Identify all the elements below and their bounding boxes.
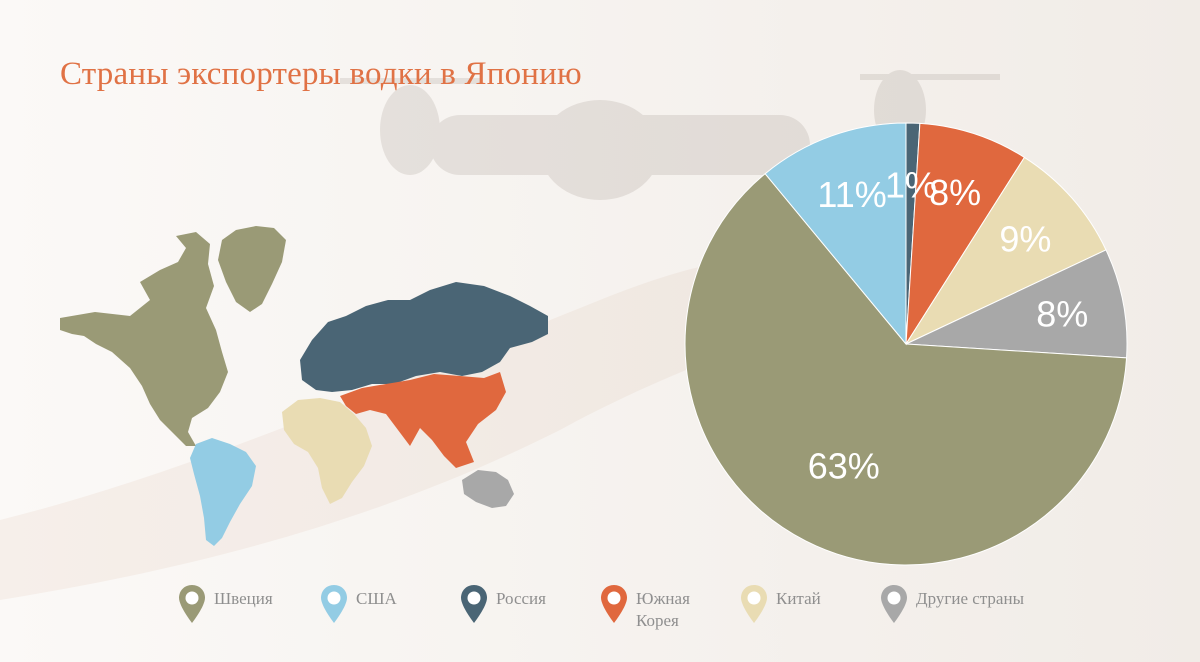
legend-item: Южная Корея	[600, 584, 690, 632]
legend-item: Китай	[740, 584, 821, 624]
pie-slice	[684, 173, 1128, 566]
legend-label: США	[356, 589, 397, 608]
pie-slices	[684, 122, 1128, 566]
map-region-north-america	[60, 232, 228, 446]
pie-data-label: 8%	[929, 172, 981, 213]
map-region-europe-russia	[300, 282, 548, 392]
pie-data-label: 11%	[817, 174, 886, 215]
map-region-south-america	[190, 438, 256, 546]
legend-label: Россия	[496, 589, 546, 608]
map-region-australia	[462, 470, 514, 508]
legend-item: Другие страны	[880, 584, 1024, 624]
legend-item: Россия	[460, 584, 546, 624]
pie-slice	[904, 156, 1107, 346]
map-region-africa	[282, 398, 372, 504]
map-pin-icon	[461, 585, 487, 623]
legend-item: Швеция	[178, 584, 273, 624]
legend-label: Китай	[776, 589, 821, 608]
pie-labels: 1%8%9%8%63%11%	[808, 164, 1089, 486]
legend-label: Швеция	[214, 589, 273, 608]
map-region-asia	[340, 372, 506, 468]
legend-item: США	[320, 584, 397, 624]
map-pin-icon	[179, 585, 205, 623]
map-region-greenland	[218, 226, 286, 312]
pie-slice	[905, 122, 1026, 345]
pie-data-label: 8%	[1036, 294, 1088, 335]
pie-slice	[764, 122, 907, 346]
pie-data-label: 9%	[999, 218, 1051, 259]
pie-slice	[905, 249, 1128, 359]
map-pin-icon	[601, 585, 627, 623]
map-pin-icon	[741, 585, 767, 623]
legend-label: Южная Корея	[636, 589, 690, 630]
page-title: Страны экспортеры водки в Японию	[60, 56, 582, 92]
pie-data-label: 1%	[885, 164, 937, 205]
map-pin-icon	[321, 585, 347, 623]
map-pin-icon	[881, 585, 907, 623]
pie-data-label: 63%	[808, 446, 880, 487]
legend-label: Другие страны	[916, 589, 1024, 608]
